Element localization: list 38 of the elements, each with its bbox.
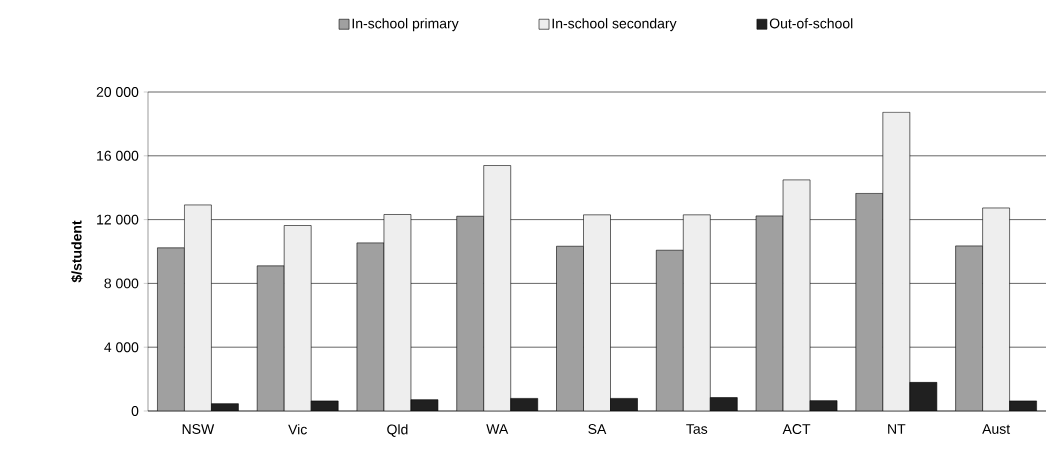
bar: [257, 265, 285, 411]
legend-label: Out-of-school: [769, 18, 853, 29]
x-tick-label: ACT: [782, 424, 811, 435]
x-tick-label: NSW: [182, 424, 215, 435]
x-tick-label: Tas: [686, 424, 708, 434]
bar: [656, 250, 684, 411]
bar: [284, 225, 312, 411]
legend-label: In-school secondary: [552, 18, 677, 32]
bar: [683, 214, 711, 411]
x-tick-label: Vic: [288, 424, 307, 435]
x-tick-label: SA: [588, 424, 607, 435]
bar: [955, 245, 983, 411]
x-tick-label: NT: [888, 424, 906, 434]
bar: [909, 382, 937, 411]
bar: [356, 242, 384, 411]
x-tick-label: WA: [486, 424, 509, 434]
y-tick-label: 8 000: [104, 278, 139, 289]
bar: [756, 215, 784, 411]
y-axis-title: $/student: [71, 220, 83, 283]
y-tick-label: 0: [131, 406, 139, 416]
x-tick-label: Aust: [982, 424, 1011, 434]
bar: [184, 204, 212, 411]
bar: [783, 179, 811, 411]
bar: [882, 112, 910, 411]
bar: [483, 165, 511, 411]
y-tick-label: 20 000: [96, 87, 139, 97]
y-tick-label: 12 000: [97, 214, 139, 225]
bar: [157, 247, 185, 411]
y-tick-label: 4 000: [104, 342, 139, 353]
y-tick-label: 16 000: [97, 150, 139, 161]
bar: [583, 214, 611, 411]
legend-label: In-school primary: [352, 18, 459, 32]
bar: [456, 216, 484, 411]
bar: [383, 214, 411, 411]
x-tick-label: Qld: [387, 424, 408, 437]
bar: [982, 207, 1010, 411]
bar: [556, 246, 584, 411]
bar: [855, 193, 883, 411]
